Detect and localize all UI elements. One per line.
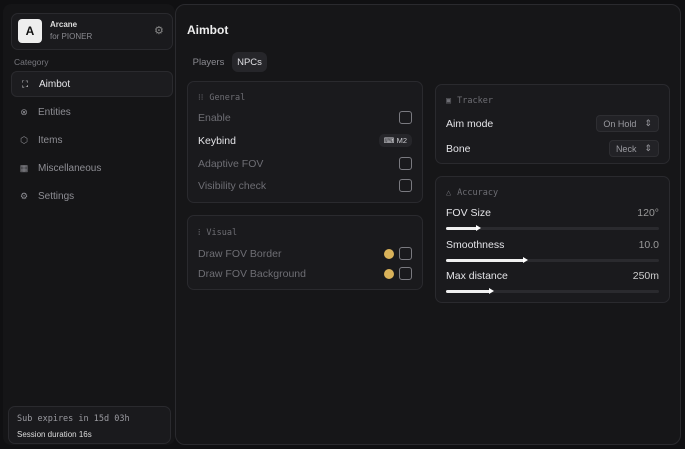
sidebar-item-label: Entities (38, 106, 71, 118)
app-header: A Arcane for PIONER ⚙ (11, 13, 173, 50)
sidebar-item-label: Items (38, 134, 63, 146)
keybind-label: Keybind (198, 134, 236, 147)
smoothness-slider[interactable] (446, 257, 659, 263)
sidebar: A Arcane for PIONER ⚙ Category ⛶ Aimbot ⊗… (3, 4, 175, 445)
enable-checkbox[interactable] (399, 111, 412, 124)
slider-fill (446, 257, 528, 263)
sub-expiry: Sub expires in 15d 03h (17, 414, 130, 424)
aim-mode-label: Aim mode (446, 117, 494, 130)
section-title: Visual (206, 227, 238, 238)
keybind-value: M2 (396, 136, 407, 145)
sidebar-item-aimbot[interactable]: ⛶ Aimbot (11, 71, 173, 97)
bone-select[interactable]: Neck ⇕ (608, 140, 659, 157)
keyboard-icon: ⌨ (383, 136, 397, 145)
tab-npcs[interactable]: NPCs (232, 52, 267, 72)
subscription-card: Sub expires in 15d 03h Session duration … (8, 406, 171, 444)
smoothness-label: Smoothness (446, 239, 505, 251)
tab-players[interactable]: Players (192, 56, 225, 68)
aim-mode-select[interactable]: On Hold ⇕ (596, 115, 659, 132)
tracker-card: ▣ Tracker Aim mode On Hold ⇕ Bone Neck ⇕ (435, 84, 670, 164)
enable-label: Enable (198, 111, 231, 124)
section-title: General (209, 93, 246, 103)
bone-value: Neck (615, 143, 637, 154)
sidebar-item-entities[interactable]: ⊗ Entities (11, 99, 173, 125)
max-distance-label: Max distance (446, 270, 508, 282)
max-distance-slider[interactable] (446, 288, 659, 294)
max-distance-value: 250m (632, 270, 659, 282)
adaptive-fov-label: Adaptive FOV (198, 157, 264, 170)
visual-icon: ⁞ (198, 228, 201, 238)
aim-mode-value: On Hold (603, 118, 637, 129)
fov-border-checkbox[interactable] (399, 247, 412, 260)
app-name: Arcane (50, 20, 78, 29)
visual-card: ⁞ Visual Draw FOV Border Draw FOV Backgro… (187, 215, 423, 290)
sidebar-item-label: Settings (38, 190, 75, 202)
fov-border-label: Draw FOV Border (198, 247, 282, 260)
section-title: Accuracy (457, 188, 499, 198)
sliders-icon: ⁝⁝ (198, 93, 204, 103)
select-icon: ⇕ (644, 118, 652, 128)
sidebar-item-miscellaneous[interactable]: ▦ Miscellaneous (11, 155, 173, 181)
section-title: Tracker (457, 96, 493, 106)
fov-background-checkbox[interactable] (399, 267, 412, 280)
bone-label: Bone (446, 142, 471, 155)
page-title: Aimbot (187, 23, 229, 37)
slider-fill (446, 225, 481, 231)
select-icon: ⇕ (644, 143, 652, 153)
grid-icon: ▦ (19, 162, 29, 173)
settings-gear-icon[interactable]: ⚙ (154, 25, 164, 37)
entities-icon: ⊗ (20, 106, 28, 117)
smoothness-value: 10.0 (638, 239, 659, 251)
main-panel: Aimbot Players NPCs ⁝⁝ General Enable Key… (175, 4, 681, 445)
app-subtitle: for PIONER (50, 32, 93, 41)
accuracy-card: △ Accuracy FOV Size 120° Smoothness 10.0 Ma… (435, 176, 670, 303)
sidebar-item-items[interactable]: ⬡ Items (11, 127, 173, 153)
gear-icon: ⚙ (19, 190, 29, 201)
fov-size-label: FOV Size (446, 207, 491, 219)
adaptive-fov-checkbox[interactable] (399, 157, 412, 170)
keybind-button[interactable]: ⌨ M2 (378, 134, 412, 147)
cube-icon: ⬡ (20, 134, 28, 145)
sidebar-item-label: Miscellaneous (38, 162, 102, 174)
fov-background-label: Draw FOV Background (198, 267, 306, 280)
tracker-icon: ▣ (446, 96, 452, 106)
general-card: ⁝⁝ General Enable Keybind ⌨ M2 Adaptive FO… (187, 81, 423, 203)
category-label: Category (14, 57, 49, 67)
fov-size-value: 120° (637, 207, 659, 219)
background-color-swatch[interactable] (384, 268, 394, 279)
border-color-swatch[interactable] (384, 248, 394, 259)
app-logo: A (18, 19, 42, 43)
slider-fill (446, 288, 494, 294)
crosshair-icon: ⛶ (21, 78, 29, 89)
sidebar-item-label: Aimbot (39, 78, 71, 90)
visibility-check-checkbox[interactable] (399, 179, 412, 192)
visibility-check-label: Visibility check (198, 179, 267, 192)
triangle-icon: △ (446, 188, 452, 198)
fov-size-slider[interactable] (446, 225, 659, 231)
session-duration: Session duration 16s (17, 430, 92, 439)
sidebar-item-settings[interactable]: ⚙ Settings (11, 183, 173, 209)
